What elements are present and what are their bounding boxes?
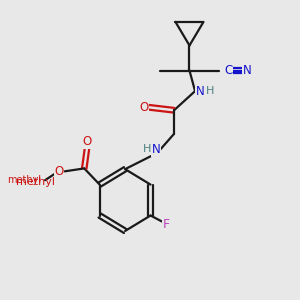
Text: methyl: methyl [16, 177, 55, 187]
Text: H: H [206, 86, 214, 96]
Text: F: F [162, 218, 169, 231]
Text: O: O [55, 165, 64, 178]
Text: N: N [242, 64, 251, 77]
Text: N: N [196, 85, 205, 98]
Text: O: O [139, 101, 148, 114]
Text: H: H [142, 144, 151, 154]
Text: O: O [82, 135, 92, 148]
Text: C: C [224, 64, 233, 77]
Text: methyl: methyl [7, 175, 41, 185]
Text: N: N [152, 143, 160, 156]
